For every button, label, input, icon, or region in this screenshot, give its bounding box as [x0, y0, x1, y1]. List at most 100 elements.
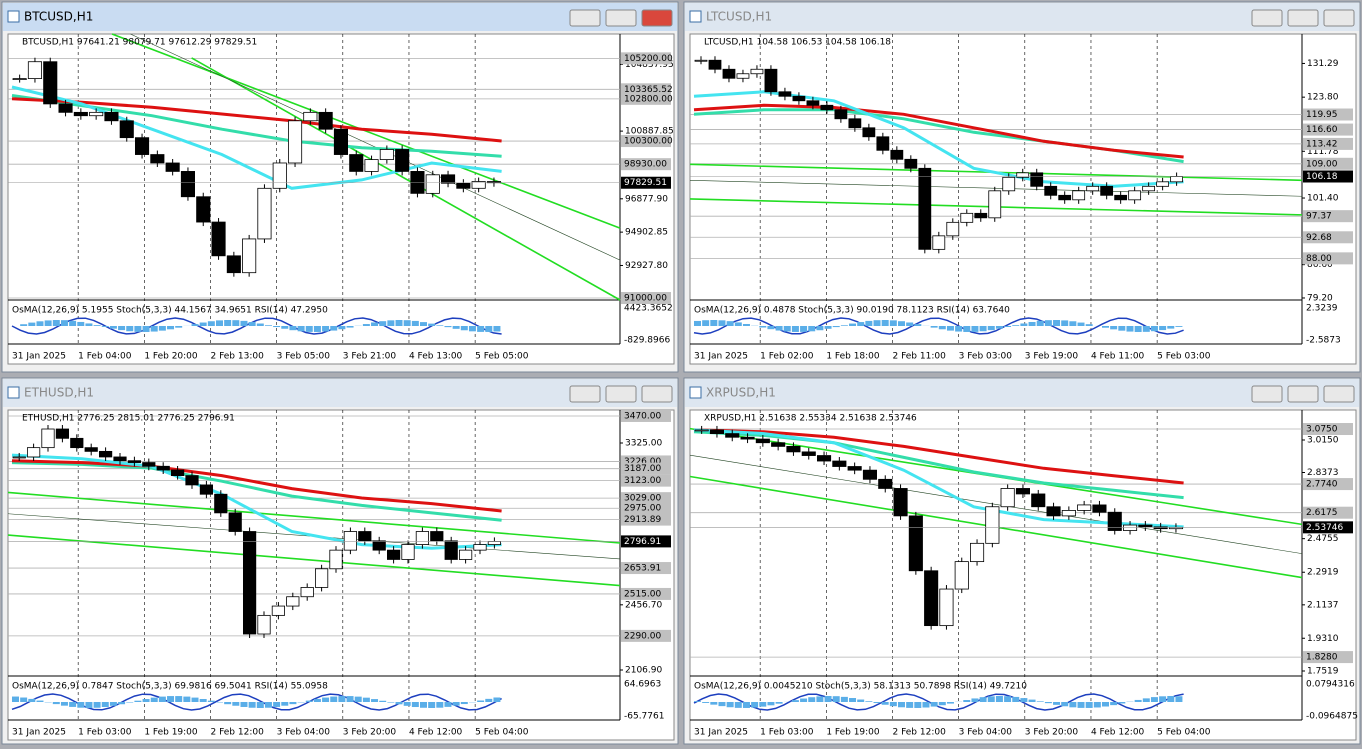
candle	[59, 104, 72, 112]
price-level-label: 2975.00	[624, 504, 661, 514]
indicator-bar	[996, 326, 1003, 329]
indicator-bar	[1102, 702, 1109, 707]
minimize-button[interactable]	[570, 10, 600, 26]
indicator-bar	[1167, 326, 1174, 329]
minimize-button[interactable]	[1252, 386, 1282, 402]
candle	[157, 466, 169, 470]
indicator-bar	[1012, 325, 1019, 326]
maximize-button[interactable]	[1288, 386, 1318, 402]
indicator-bar	[735, 322, 742, 326]
indicator-bar	[396, 702, 403, 704]
candle	[28, 62, 41, 79]
time-label: 1 Feb 04:00	[78, 352, 132, 362]
candle	[258, 615, 270, 634]
close-button[interactable]	[642, 10, 672, 26]
candle	[319, 112, 332, 129]
candle	[1129, 191, 1141, 200]
price-level-label: 91000.00	[624, 294, 667, 304]
candle	[272, 606, 284, 615]
chart-header: BTCUSD,H1 97641.21 98079.71 97612.29 978…	[22, 38, 257, 48]
current-price-label: 106.18	[1306, 172, 1338, 182]
maximize-button[interactable]	[606, 386, 636, 402]
candle	[835, 110, 847, 119]
minimize-button[interactable]	[570, 386, 600, 402]
maximize-button[interactable]	[1288, 10, 1318, 26]
indicator-bar	[702, 702, 709, 703]
indicator-bar	[216, 320, 223, 326]
indicator-bar	[971, 698, 978, 702]
indicator-bar	[134, 326, 141, 332]
indicator-bar	[224, 320, 231, 326]
candle	[74, 112, 87, 115]
candle	[756, 439, 769, 443]
close-button[interactable]	[642, 386, 672, 402]
indicator-bar	[200, 323, 207, 326]
indicator-bar	[1004, 696, 1011, 702]
indicator-bar	[1045, 320, 1052, 326]
maximize-button[interactable]	[606, 10, 636, 26]
indicator-bar	[338, 696, 345, 702]
indicator-bar	[1118, 326, 1125, 331]
price-tick-label: 2.8373	[1307, 468, 1339, 478]
indicator-bar	[1004, 326, 1011, 327]
time-label: 5 Feb 04:00	[1157, 728, 1211, 738]
close-button[interactable]	[1324, 386, 1354, 402]
candle	[863, 470, 876, 479]
candle	[1032, 494, 1045, 507]
indicator-bar	[1110, 702, 1117, 705]
indicator-bar	[1012, 697, 1019, 702]
candle	[793, 96, 805, 101]
candle	[709, 60, 721, 69]
indicator-bar	[980, 326, 987, 331]
time-label: 1 Feb 03:00	[78, 728, 132, 738]
indicator-bar	[743, 324, 750, 326]
indicator-bar	[232, 320, 239, 326]
candle	[919, 168, 931, 249]
indicator-bar	[1143, 326, 1150, 332]
candle	[380, 149, 393, 159]
minimize-button[interactable]	[1252, 10, 1282, 26]
indicator-bar	[1167, 696, 1174, 702]
indicator-bar	[192, 698, 199, 702]
indicator-bar	[232, 702, 239, 706]
indicator-bar	[36, 701, 43, 702]
indicator-bar	[1078, 702, 1085, 708]
time-label: 1 Feb 19:00	[144, 728, 198, 738]
candle	[1001, 488, 1014, 506]
close-button[interactable]	[1324, 10, 1354, 26]
candle	[459, 550, 471, 559]
indicator-axis-label: -0.0964875	[1306, 712, 1358, 722]
candle	[1171, 177, 1183, 182]
candle	[181, 171, 194, 196]
candle	[1115, 195, 1127, 200]
candle	[986, 507, 999, 544]
candle	[1101, 186, 1113, 195]
indicator-bar	[743, 702, 750, 708]
price-level-label: 116.60	[1306, 125, 1338, 135]
indicator-bar	[906, 322, 913, 326]
time-label: 3 Feb 19:00	[1025, 352, 1079, 362]
indicator-bar	[420, 702, 427, 708]
indicator-bar	[759, 702, 766, 707]
price-level-label: 97.37	[1306, 212, 1332, 222]
indicator-bar	[53, 320, 60, 326]
indicator-bar	[387, 702, 394, 703]
indicator-bar	[865, 321, 872, 326]
indicator-bar	[265, 702, 272, 708]
indicator-bar	[461, 702, 468, 704]
candle	[441, 175, 454, 183]
indicator-bar	[208, 321, 215, 326]
candle	[365, 160, 378, 172]
indicator-bar	[1086, 324, 1093, 326]
candle	[120, 121, 133, 138]
indicator-bar	[322, 326, 329, 332]
candle	[411, 171, 424, 193]
indicator-bar	[1094, 702, 1101, 707]
candle	[807, 101, 819, 106]
indicator-bar	[289, 702, 296, 704]
candle	[1045, 186, 1057, 195]
indicator-bar	[240, 702, 247, 707]
chart-header: LTCUSD,H1 104.58 106.53 104.58 106.18	[704, 38, 891, 48]
indicator-bar	[249, 322, 256, 326]
candle	[215, 494, 227, 513]
